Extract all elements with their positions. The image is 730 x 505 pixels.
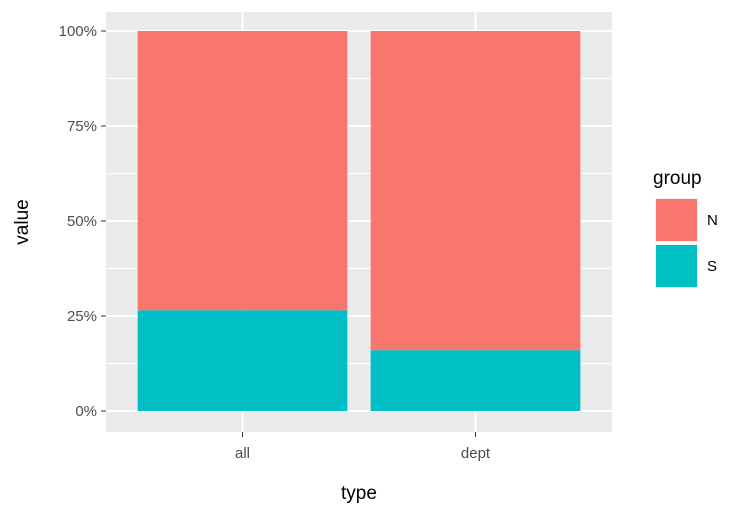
x-tick-label: dept [461,445,491,462]
y-tick-label: 100% [59,23,97,40]
legend-title: group [653,168,702,189]
y-axis-ticks: 0% 25% 50% 75% 100% [59,23,106,420]
y-tick-label: 75% [67,118,97,135]
bar-dept-S [370,350,581,411]
legend-swatch-N [656,199,697,241]
bar-all-S [137,310,348,411]
y-axis-title: value [12,199,33,244]
legend: group N S [653,168,718,288]
x-axis-title: type [341,483,377,504]
legend-label-N: N [707,212,718,229]
legend-swatch-S [656,245,697,287]
x-axis-ticks: all dept [235,432,491,462]
legend-label-S: S [707,258,717,275]
y-tick-label: 25% [67,308,97,325]
bar-all-N [137,31,348,311]
bars [137,31,581,411]
y-tick-label: 50% [67,213,97,230]
x-tick-label: all [235,445,250,462]
y-tick-label: 0% [75,403,97,420]
bar-dept-N [370,31,581,351]
